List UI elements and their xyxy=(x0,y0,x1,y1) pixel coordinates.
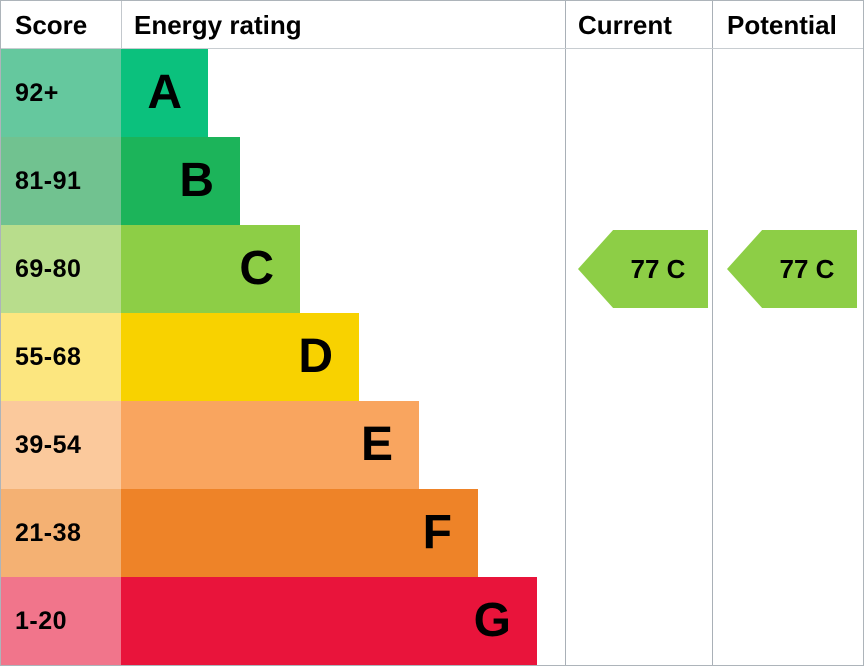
rating-bar: F xyxy=(121,489,478,577)
rating-bar: B xyxy=(121,137,240,225)
rating-bands: 92+ A 81-91 B 69-80 C 55-68 D 39-54 E 21… xyxy=(1,49,565,665)
band-row-d: 55-68 D xyxy=(1,313,565,401)
band-letter: D xyxy=(298,330,333,383)
score-range-label: 81-91 xyxy=(15,166,82,195)
score-cell: 39-54 xyxy=(1,401,121,489)
current-rating-label: 77 C xyxy=(630,253,686,284)
score-range-label: 92+ xyxy=(15,78,59,107)
score-range-label: 1-20 xyxy=(15,606,68,635)
score-column-divider xyxy=(121,1,122,49)
rating-bar: E xyxy=(121,401,419,489)
current-column-header: Current xyxy=(578,10,672,40)
score-range-label: 55-68 xyxy=(15,342,82,371)
score-cell: 92+ xyxy=(1,49,121,137)
band-row-f: 21-38 F xyxy=(1,489,565,577)
potential-rating-arrow: 77 C xyxy=(727,230,857,308)
energy-rating-column-header: Energy rating xyxy=(134,10,302,40)
score-range-label: 69-80 xyxy=(15,254,82,283)
band-letter: C xyxy=(239,242,274,295)
score-cell: 55-68 xyxy=(1,313,121,401)
band-letter: F xyxy=(422,506,452,559)
band-row-g: 1-20 G xyxy=(1,577,565,665)
rating-bar: C xyxy=(121,225,300,313)
rating-bar: G xyxy=(121,577,537,665)
score-cell: 81-91 xyxy=(1,137,121,225)
band-row-a: 92+ A xyxy=(1,49,565,137)
current-rating-arrow: 77 C xyxy=(578,230,708,308)
table-header: Score Energy rating Current Potential xyxy=(1,1,863,49)
score-column-header: Score xyxy=(15,10,88,40)
rating-bar: A xyxy=(121,49,208,137)
score-cell: 1-20 xyxy=(1,577,121,665)
score-range-label: 21-38 xyxy=(15,518,82,547)
band-letter: G xyxy=(473,594,511,647)
score-range-label: 39-54 xyxy=(15,430,82,459)
band-row-e: 39-54 E xyxy=(1,401,565,489)
band-letter: E xyxy=(360,418,393,471)
band-letter: B xyxy=(179,154,214,207)
rating-bar: D xyxy=(121,313,359,401)
band-row-b: 81-91 B xyxy=(1,137,565,225)
potential-column-divider xyxy=(712,1,713,665)
score-cell: 69-80 xyxy=(1,225,121,313)
potential-column-header: Potential xyxy=(727,10,837,40)
current-column-divider xyxy=(565,1,566,665)
score-cell: 21-38 xyxy=(1,489,121,577)
band-row-c: 69-80 C xyxy=(1,225,565,313)
potential-rating-label: 77 C xyxy=(779,253,835,284)
band-letter: A xyxy=(147,66,182,119)
